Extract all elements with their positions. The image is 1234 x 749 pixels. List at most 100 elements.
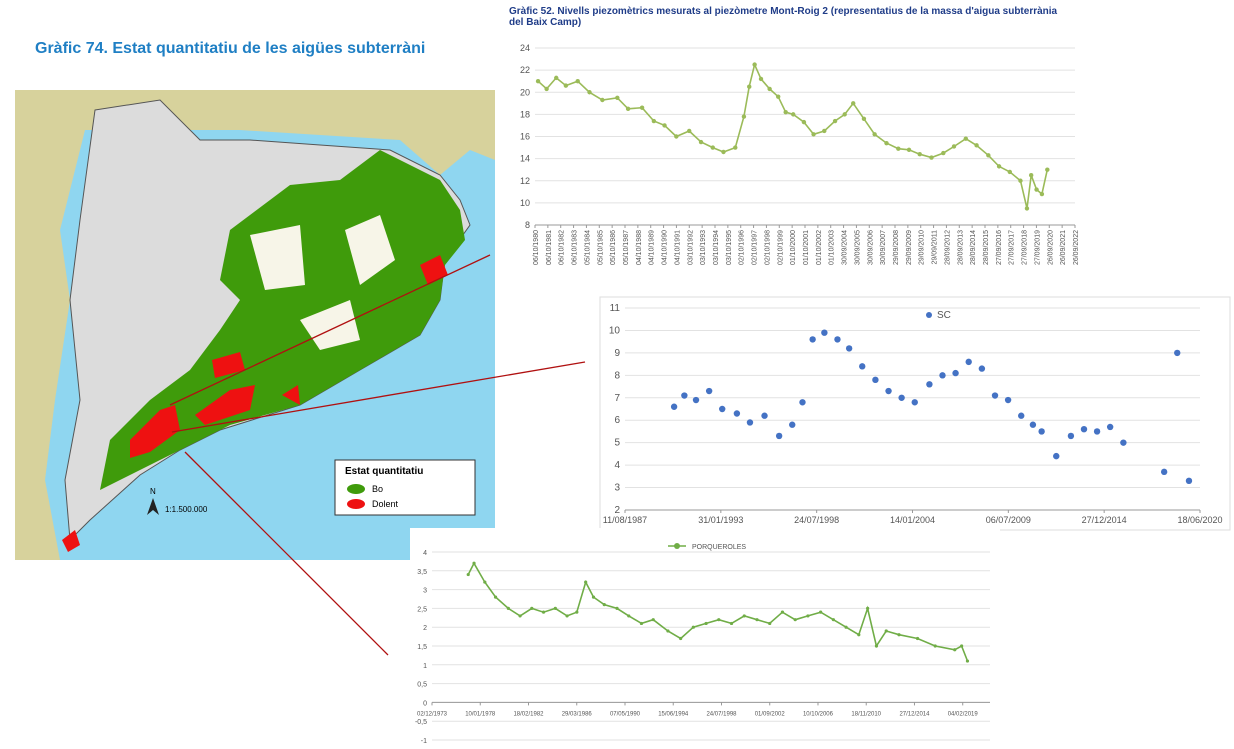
x-tick-label: 28/09/2012 bbox=[944, 230, 951, 265]
y-tick-label: 22 bbox=[520, 65, 530, 75]
data-point bbox=[530, 606, 534, 611]
x-tick-label: 02/12/1973 bbox=[417, 711, 448, 717]
y-tick-label: 10 bbox=[609, 325, 621, 336]
data-point bbox=[575, 78, 580, 84]
x-tick-label: 27/09/2019 bbox=[1034, 230, 1041, 265]
x-tick-label: 29/09/2011 bbox=[932, 230, 939, 265]
data-point bbox=[1039, 191, 1045, 197]
data-point bbox=[553, 606, 557, 611]
x-tick-label: 26/09/2021 bbox=[1060, 230, 1067, 265]
y-tick-label: -1 bbox=[421, 738, 427, 745]
y-tick-label: 14 bbox=[520, 154, 530, 164]
legend-swatch bbox=[926, 312, 932, 318]
x-tick-label: 01/10/2000 bbox=[790, 230, 797, 265]
data-point bbox=[1185, 477, 1193, 485]
legend-swatch bbox=[347, 499, 365, 509]
y-tick-label: 2 bbox=[423, 625, 427, 632]
y-tick-label: 5 bbox=[614, 438, 620, 449]
y-tick-label: 10 bbox=[520, 198, 530, 208]
map: Estat quantitatiu Bo Dolent N 1:1.500.00… bbox=[15, 90, 495, 560]
data-point bbox=[819, 610, 823, 614]
data-point bbox=[761, 412, 768, 419]
data-point bbox=[1029, 421, 1037, 428]
data-point bbox=[831, 618, 835, 622]
data-point bbox=[681, 392, 688, 399]
data-point bbox=[733, 410, 741, 417]
data-point bbox=[692, 396, 700, 404]
legend-label: PORQUEROLES bbox=[692, 544, 746, 551]
white-area bbox=[250, 225, 305, 290]
x-tick-label: 30/09/2007 bbox=[880, 230, 887, 265]
x-tick-label: 05/10/1985 bbox=[597, 230, 604, 265]
data-point bbox=[710, 145, 715, 150]
data-point bbox=[885, 387, 892, 395]
data-point bbox=[1004, 396, 1012, 404]
data-point bbox=[809, 336, 816, 343]
y-tick-label: 11 bbox=[610, 303, 621, 314]
data-point bbox=[811, 132, 816, 137]
data-point bbox=[679, 636, 683, 641]
y-tick-label: 8 bbox=[614, 370, 620, 381]
y-tick-label: 3 bbox=[614, 483, 620, 494]
bad-area bbox=[212, 352, 245, 378]
data-point bbox=[799, 399, 806, 406]
x-tick-label: 24/07/1998 bbox=[794, 515, 839, 525]
data-point bbox=[884, 629, 888, 633]
x-tick-label: 06/10/1983 bbox=[572, 230, 579, 265]
data-point bbox=[844, 625, 848, 629]
x-tick-label: 01/10/2001 bbox=[803, 230, 810, 265]
data-point bbox=[747, 84, 752, 89]
data-point bbox=[1028, 173, 1034, 178]
data-point bbox=[897, 633, 901, 637]
data-point bbox=[859, 363, 866, 370]
data-point bbox=[466, 572, 470, 577]
chart-panel bbox=[599, 296, 1231, 531]
data-point bbox=[1120, 439, 1127, 446]
y-tick-label: 4 bbox=[423, 550, 427, 557]
x-tick-label: 29/09/2008 bbox=[893, 230, 900, 265]
y-tick-label: 6 bbox=[614, 415, 620, 426]
data-point bbox=[775, 432, 783, 440]
y-tick-label: 24 bbox=[520, 43, 530, 53]
data-point bbox=[1160, 468, 1168, 476]
data-point bbox=[674, 134, 679, 139]
white-area bbox=[345, 215, 395, 285]
y-tick-label: 16 bbox=[520, 132, 530, 142]
data-point bbox=[563, 83, 569, 88]
data-point bbox=[963, 136, 969, 141]
data-point bbox=[587, 90, 592, 95]
data-point bbox=[591, 595, 596, 599]
x-tick-label: 26/09/2022 bbox=[1073, 230, 1080, 265]
legend-label: SC bbox=[937, 310, 951, 321]
data-point bbox=[752, 62, 757, 67]
chart-panel bbox=[495, 40, 1085, 290]
data-point bbox=[554, 75, 559, 81]
data-point bbox=[767, 86, 772, 92]
x-tick-label: 04/10/1991 bbox=[674, 230, 681, 265]
x-tick-label: 10/01/1978 bbox=[465, 711, 496, 717]
data-point bbox=[541, 610, 546, 614]
data-point bbox=[996, 164, 1002, 169]
data-point bbox=[929, 155, 934, 160]
x-tick-label: 31/01/1993 bbox=[698, 515, 743, 525]
data-point bbox=[939, 372, 946, 379]
x-tick-label: 02/10/1999 bbox=[777, 230, 784, 265]
data-point bbox=[965, 358, 972, 366]
x-tick-label: 07/05/1990 bbox=[610, 711, 641, 717]
data-point bbox=[872, 132, 877, 137]
data-point bbox=[1018, 412, 1025, 419]
data-point bbox=[666, 629, 670, 633]
series-line bbox=[537, 62, 1049, 209]
data-point bbox=[821, 329, 828, 336]
data-point bbox=[832, 118, 838, 124]
data-point bbox=[565, 614, 569, 618]
x-tick-label: 04/10/1989 bbox=[649, 230, 656, 265]
data-point bbox=[896, 146, 901, 151]
y-tick-label: 20 bbox=[520, 87, 530, 97]
data-point bbox=[1018, 178, 1023, 183]
data-point bbox=[783, 109, 788, 115]
data-point bbox=[651, 618, 655, 622]
chart-panel bbox=[410, 528, 1000, 749]
legend-title: Estat quantitatiu bbox=[345, 466, 423, 477]
x-tick-label: 30/09/2006 bbox=[867, 230, 874, 265]
